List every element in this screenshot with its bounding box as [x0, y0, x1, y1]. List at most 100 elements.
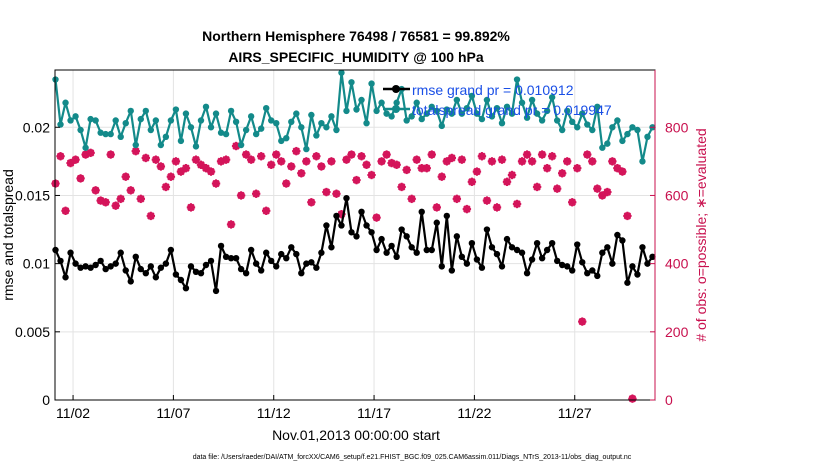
asterisk-stroke	[553, 184, 561, 193]
y-right-tick-label: 600	[665, 187, 689, 203]
asterisk-stroke	[473, 167, 481, 176]
rmse-point	[483, 226, 491, 233]
x-tick-label: 11/02	[56, 405, 90, 421]
evaluated-obs-point	[497, 155, 507, 164]
evaluated-obs-point	[262, 206, 271, 215]
evaluated-obs-point	[522, 150, 532, 159]
evaluated-obs-point	[563, 157, 572, 166]
evaluated-obs-point	[357, 152, 366, 161]
totalspread-point	[438, 122, 445, 130]
totalspread-point	[594, 103, 601, 111]
y-tick-label: 0.015	[15, 187, 50, 203]
totalspread-point	[528, 96, 536, 104]
rmse-point	[252, 260, 260, 267]
evaluated-obs-point	[201, 163, 211, 173]
asterisk-stroke	[573, 164, 581, 172]
legend-marker-rmse	[392, 85, 400, 93]
rmse-point	[328, 244, 335, 251]
rmse-point	[162, 260, 170, 267]
asterisk-stroke	[372, 213, 381, 222]
rmse-point	[378, 235, 385, 243]
asterisk-stroke	[408, 195, 416, 203]
totalspread-point	[52, 76, 59, 83]
totalspread-point	[468, 92, 476, 100]
rmse-point	[72, 260, 79, 267]
asterisk-stroke	[237, 191, 245, 200]
y-tick-label: 0.02	[23, 119, 50, 135]
evaluated-obs-point	[367, 170, 376, 180]
asterisk-stroke	[267, 161, 275, 169]
asterisk-stroke	[242, 150, 250, 159]
totalspread-point	[197, 117, 205, 124]
totalspread-point	[353, 106, 360, 113]
rmse-point	[268, 257, 275, 265]
x-tick-label: 11/22	[457, 405, 491, 421]
totalspread-point	[202, 103, 210, 111]
evaluated-obs-point	[578, 317, 587, 326]
rmse-point	[212, 287, 220, 295]
rmse-point	[117, 249, 124, 256]
rmse-point	[569, 267, 576, 274]
asterisk-stroke	[483, 196, 491, 205]
evaluated-obs-point	[623, 211, 632, 221]
totalspread-point	[619, 137, 626, 145]
data-file-footer: data file: /Users/raeder/DAI/ATM_forcXX/…	[193, 454, 632, 461]
evaluated-obs-point	[126, 186, 135, 195]
rmse-point	[122, 267, 129, 274]
totalspread-point	[207, 124, 215, 131]
rmse-point	[408, 244, 415, 251]
totalspread-point	[473, 110, 481, 117]
rmse-point	[207, 257, 215, 265]
legend: rmse grand pr = 0.010912 totalspread gra…	[383, 82, 612, 118]
totalspread-point	[513, 76, 521, 83]
evaluated-obs-point	[613, 163, 622, 173]
asterisk-stroke	[523, 150, 531, 159]
totalspread-point	[589, 126, 596, 134]
rmse-point	[333, 212, 340, 220]
evaluated-obs-point	[71, 155, 80, 164]
evaluated-obs-point	[407, 194, 416, 204]
evaluated-obs-point	[542, 163, 552, 173]
asterisk-stroke	[357, 152, 366, 160]
totalspread-point	[338, 69, 345, 76]
asterisk-stroke	[187, 203, 195, 212]
totalspread-point	[132, 141, 139, 149]
rmse-point	[363, 222, 370, 229]
y-right-tick-label: 200	[665, 324, 689, 340]
totalspread-point	[263, 104, 270, 112]
totalspread-point	[403, 117, 410, 124]
totalspread-point	[644, 133, 651, 141]
totalspread-point	[493, 104, 501, 112]
y-right-tick-label: 0	[665, 392, 673, 408]
asterisk-stroke	[593, 184, 601, 193]
evaluated-obs-point	[552, 184, 562, 193]
rmse-point	[418, 208, 425, 216]
asterisk-stroke	[428, 150, 436, 159]
evaluated-obs-point	[121, 172, 130, 181]
totalspread-point	[448, 110, 456, 117]
asterisk-stroke	[608, 157, 617, 166]
evaluated-obs-point	[437, 172, 446, 181]
evaluated-obs-point	[457, 155, 467, 164]
totalspread-point	[247, 113, 255, 120]
evaluated-obs-point	[241, 150, 251, 159]
rmse-point	[97, 257, 104, 265]
totalspread-point	[102, 130, 109, 138]
asterisk-stroke	[192, 155, 200, 164]
totalspread-point	[57, 121, 64, 128]
rmse-point	[147, 263, 155, 270]
evaluated-obs-point	[297, 169, 306, 178]
totalspread-point	[453, 96, 461, 104]
rmse-point	[574, 241, 581, 248]
asterisk-stroke	[142, 154, 150, 162]
rmse-point	[152, 274, 160, 281]
asterisk-stroke	[86, 149, 95, 157]
totalspread-point	[227, 107, 235, 115]
evaluated-obs-point	[282, 179, 291, 188]
asterisk-stroke	[618, 167, 627, 176]
asterisk-stroke	[51, 179, 60, 188]
rmse-point	[227, 254, 235, 262]
evaluated-obs-point	[236, 191, 246, 200]
asterisk-stroke	[332, 190, 341, 198]
asterisk-stroke	[578, 317, 586, 326]
